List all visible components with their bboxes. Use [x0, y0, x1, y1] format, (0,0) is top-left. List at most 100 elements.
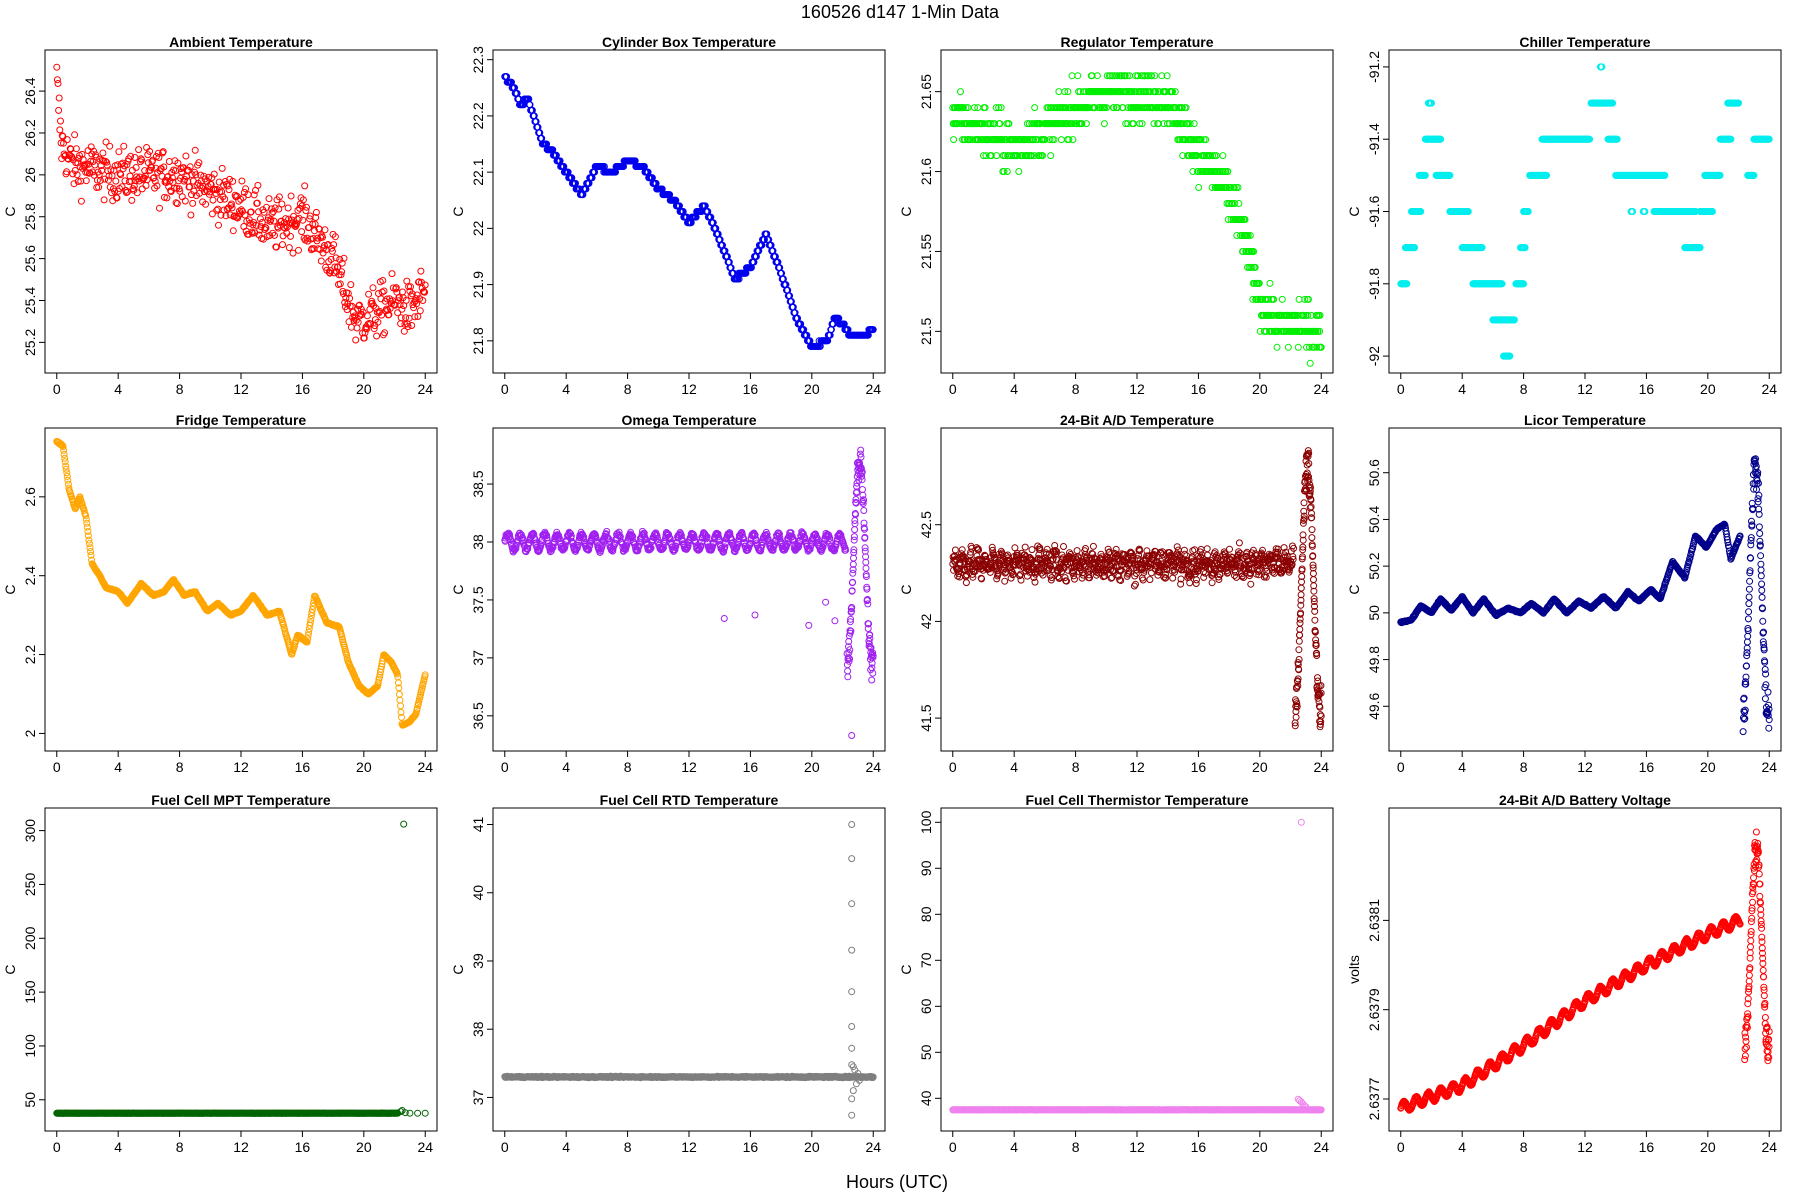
- data-point: [1219, 152, 1227, 160]
- data-point: [413, 300, 421, 308]
- data-point: [327, 255, 335, 263]
- data-point: [254, 181, 262, 189]
- data-point: [271, 231, 278, 239]
- data-point: [236, 207, 243, 215]
- data-point: [1295, 295, 1303, 303]
- x-tick-label: 16: [1191, 381, 1207, 397]
- x-tick-label: 20: [356, 759, 372, 775]
- y-tick-label: 2.2: [22, 645, 38, 665]
- data-point: [394, 309, 402, 317]
- data-point: [399, 288, 406, 296]
- data-point: [170, 184, 178, 192]
- data-point: [103, 158, 111, 166]
- data-point: [1146, 88, 1154, 96]
- data-point: [1134, 72, 1142, 80]
- data-point: [217, 211, 225, 219]
- data-point: [1014, 152, 1021, 160]
- x-tick-label: 12: [681, 381, 697, 397]
- data-point: [77, 197, 85, 205]
- data-point: [1278, 295, 1286, 303]
- data-point: [1148, 72, 1156, 80]
- data-point: [256, 215, 264, 223]
- data-point: [74, 178, 82, 185]
- x-tick-label: 20: [356, 381, 372, 397]
- data-point: [419, 297, 427, 304]
- data-point: [397, 314, 405, 322]
- data-point: [1057, 136, 1065, 144]
- x-tick-label: 20: [804, 381, 820, 397]
- data-point: [1113, 72, 1121, 80]
- data-point: [385, 311, 393, 319]
- x-tick-label: 4: [1458, 381, 1466, 397]
- data-point: [208, 174, 216, 182]
- data-point: [132, 164, 140, 171]
- data-point: [213, 206, 221, 214]
- data-point: [1189, 168, 1197, 175]
- data-point: [96, 177, 104, 184]
- data-point: [124, 188, 131, 196]
- panel-title: Omega Temperature: [621, 412, 756, 428]
- data-point: [363, 325, 371, 333]
- y-tick-label: 2.6: [22, 487, 38, 507]
- y-tick-label: 25.4: [22, 287, 38, 314]
- y-tick-label: 21.9: [470, 271, 486, 298]
- y-axis-label: C: [450, 206, 466, 216]
- data-point: [223, 205, 231, 213]
- data-point: [215, 178, 223, 186]
- data-point: [189, 199, 197, 207]
- x-tick-label: 8: [176, 759, 184, 775]
- y-tick-label: 22.2: [470, 102, 486, 129]
- panel-title: Chiller Temperature: [1519, 34, 1650, 50]
- data-point: [1110, 104, 1118, 112]
- data-point: [416, 307, 424, 315]
- data-point: [369, 284, 377, 292]
- panel-title: Cylinder Box Temperature: [602, 34, 776, 50]
- data-point: [287, 232, 294, 240]
- data-point: [961, 136, 969, 144]
- data-point: [58, 132, 66, 140]
- data-point: [1055, 88, 1063, 96]
- data-point: [205, 173, 213, 181]
- y-tick-label: -92: [1366, 346, 1382, 366]
- data-point: [181, 197, 189, 205]
- data-point: [120, 142, 128, 150]
- data-point: [91, 161, 99, 169]
- data-point: [386, 304, 394, 312]
- data-point: [210, 170, 218, 178]
- data-point: [1068, 72, 1076, 80]
- x-tick-label: 24: [1761, 381, 1777, 397]
- x-tick-label: 4: [1010, 381, 1018, 397]
- x-tick-label: 8: [1072, 381, 1080, 397]
- data-point: [270, 217, 278, 225]
- data-point: [1164, 120, 1171, 128]
- data-point: [993, 152, 1001, 160]
- data-point: [78, 150, 86, 158]
- data-point: [398, 305, 406, 313]
- data-point: [366, 305, 374, 313]
- data-point: [104, 176, 112, 184]
- data-point: [311, 220, 319, 228]
- data-point: [1123, 72, 1131, 80]
- data-point: [1246, 232, 1254, 239]
- data-point: [1121, 72, 1129, 80]
- data-point: [1015, 168, 1023, 175]
- data-point: [100, 196, 108, 204]
- data-point: [1119, 104, 1127, 112]
- x-tick-label: 0: [53, 759, 61, 775]
- y-tick-label: -91.8: [1366, 268, 1382, 300]
- y-tick-label: 2: [22, 729, 38, 737]
- data-point: [367, 320, 374, 328]
- x-tick-label: 24: [1313, 381, 1329, 397]
- data-point: [241, 211, 249, 219]
- data-point: [1270, 295, 1278, 303]
- data-point: [1190, 120, 1198, 128]
- data-point: [347, 323, 355, 331]
- data-point: [295, 246, 302, 254]
- data-point: [73, 171, 81, 179]
- data-point: [142, 182, 150, 189]
- data-point: [1082, 120, 1090, 128]
- data-point: [272, 243, 280, 251]
- data-point: [136, 158, 144, 166]
- data-point: [869, 326, 877, 334]
